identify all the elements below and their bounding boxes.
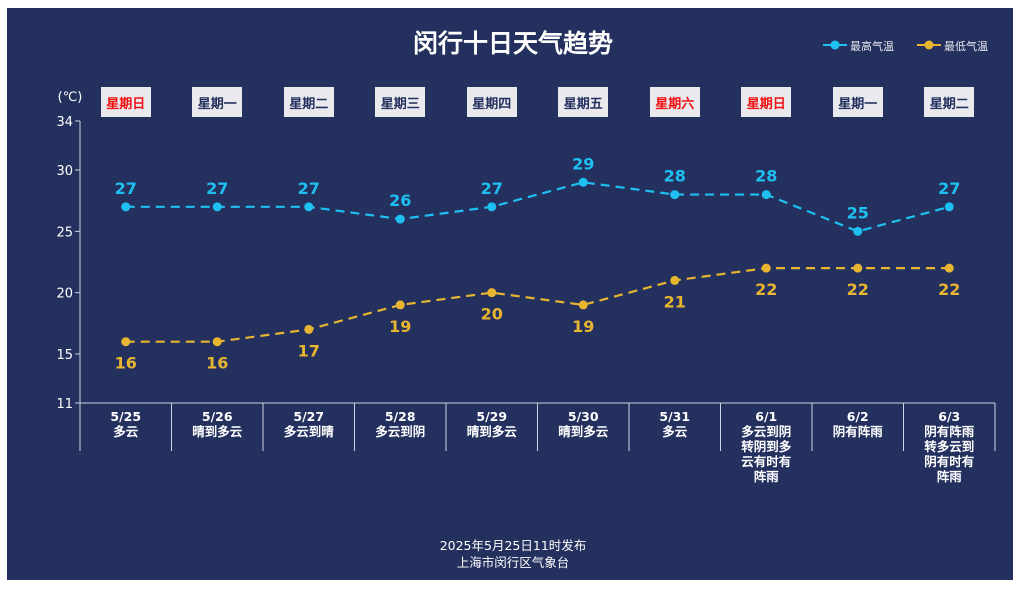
data-label: 27 [115,179,137,198]
category-label: 5/26 晴到多云 [175,409,259,439]
data-label: 27 [938,179,960,198]
data-label: 21 [664,292,686,311]
legend-marker-icon [830,40,840,50]
data-point [853,263,863,273]
weekday-label: 星期四 [466,87,517,117]
data-label: 16 [115,354,137,373]
weekday-label: 星期一 [192,87,243,117]
legend-low[interactable]: 最低气温 [944,40,988,53]
date-label: 5/30 [567,409,599,424]
data-label: 17 [298,341,320,360]
data-label: 27 [206,179,228,198]
data-point [853,226,863,236]
weekday-label: 星期二 [924,87,975,117]
data-point [304,324,314,334]
y-axis-label: (℃) [58,90,83,105]
data-point [212,202,222,212]
footer: 2025年5月25日11时发布 上海市闵行区气象台 [0,537,1026,571]
weather-label: 多云到阴转阴到多云有时有阵雨 [741,424,792,484]
legend-marker-icon [924,40,934,50]
date-label: 6/2 [846,409,869,424]
y-tick-label: 34 [56,115,73,130]
y-tick-label: 30 [56,164,73,179]
weather-label: 阴有阵雨转多云到阴有时有阵雨 [924,424,975,484]
data-label: 22 [847,280,869,299]
category-label: 5/28 多云到阴 [358,409,442,439]
data-point [487,202,497,212]
data-point [304,202,314,212]
data-label: 20 [481,305,503,324]
y-tick-label: 11 [56,397,73,412]
weekday-label: 星期二 [283,87,334,117]
weekday-label: 星期日 [100,87,151,117]
weather-label: 多云 [662,424,688,439]
publisher: 上海市闵行区气象台 [456,555,570,570]
chart-title: 闵行十日天气趋势 [412,29,613,58]
date-label: 5/25 [110,409,142,424]
weekday-label: 星期六 [649,87,700,117]
weather-label: 多云 [113,424,139,439]
data-point [121,337,131,347]
data-point [578,300,588,310]
data-point [670,275,680,285]
category-label: 6/3 阴有阵雨转多云到阴有时有阵雨 [907,409,991,484]
data-label: 27 [298,179,320,198]
data-point [212,337,222,347]
date-label: 5/31 [659,409,691,424]
category-label: 6/1 多云到阴转阴到多云有时有阵雨 [724,409,808,484]
weather-label: 晴到多云 [192,424,243,439]
category-label: 5/27 多云到晴 [267,409,351,439]
weather-label: 阴有阵雨 [832,424,883,439]
weekday-label: 星期一 [832,87,883,117]
data-label: 29 [572,154,594,173]
data-point [944,202,954,212]
weather-label: 晴到多云 [466,424,517,439]
data-point [761,190,771,200]
weekday-label: 星期三 [375,87,426,117]
data-point [761,263,771,273]
y-tick-label: 20 [56,287,73,302]
data-label: 16 [206,354,228,373]
data-label: 28 [664,167,686,186]
weather-label: 多云到阴 [375,424,426,439]
data-point [395,300,405,310]
weather-label: 多云到晴 [283,424,334,439]
data-label: 22 [938,280,960,299]
date-label: 5/29 [476,409,508,424]
publish-time: 2025年5月25日11时发布 [439,538,587,553]
series-line-low [125,267,950,343]
weekday-label: 星期日 [741,87,792,117]
category-label: 5/25 多云 [84,409,168,439]
data-point [121,202,131,212]
series-line-high [125,181,950,233]
category-label: 5/31 多云 [633,409,717,439]
weekday-label: 星期五 [558,87,609,117]
data-point [944,263,954,273]
date-label: 5/26 [201,409,233,424]
data-point [487,288,497,298]
y-tick-label: 25 [56,225,73,240]
weather-label: 晴到多云 [558,424,609,439]
data-label: 22 [755,280,777,299]
date-label: 6/3 [938,409,961,424]
legend-high[interactable]: 最高气温 [850,40,894,53]
data-label: 19 [389,317,411,336]
data-point [670,190,680,200]
data-label: 19 [572,317,594,336]
data-label: 26 [389,191,411,210]
category-label: 5/29 晴到多云 [450,409,534,439]
data-point [395,214,405,224]
category-label: 6/2 阴有阵雨 [816,409,900,439]
date-label: 6/1 [755,409,778,424]
data-label: 25 [847,203,869,222]
y-tick-label: 15 [56,348,73,363]
category-label: 5/30 晴到多云 [541,409,625,439]
data-label: 27 [481,179,503,198]
data-label: 28 [755,167,777,186]
date-label: 5/27 [293,409,325,424]
data-point [578,177,588,187]
date-label: 5/28 [384,409,416,424]
